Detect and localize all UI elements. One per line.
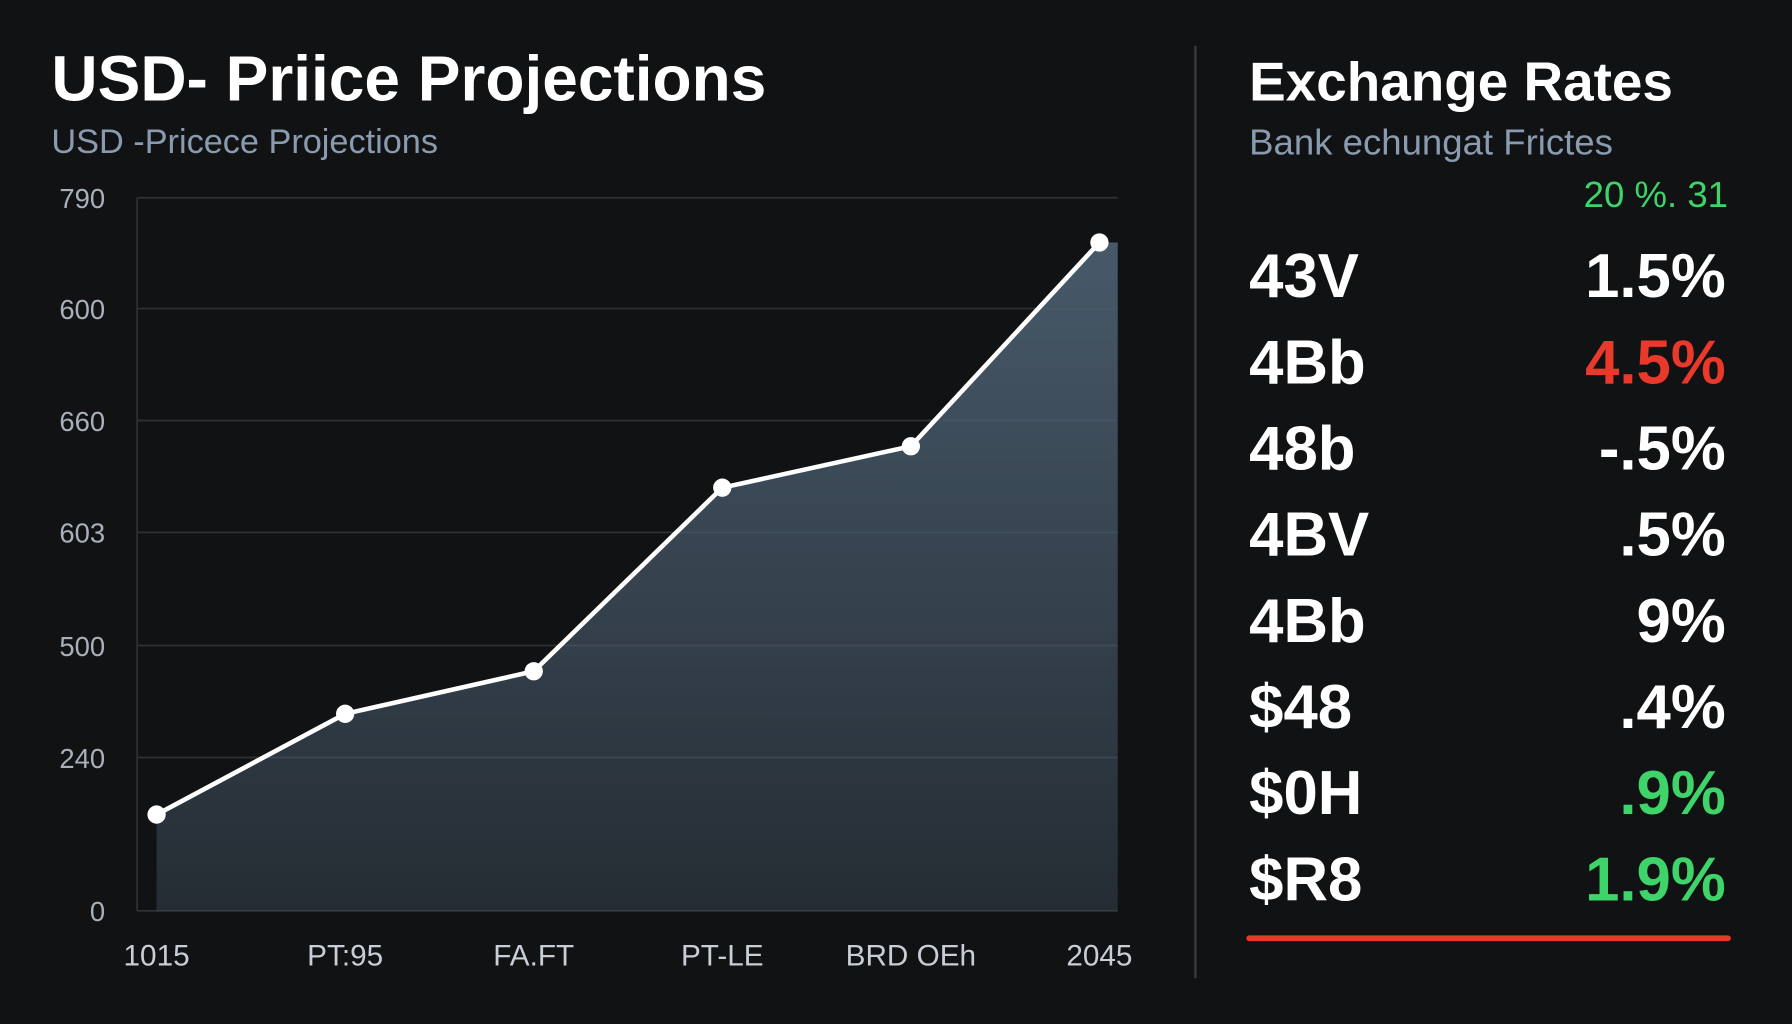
- y-tick-label: 603: [59, 518, 105, 549]
- y-tick-label: 240: [59, 743, 105, 774]
- point: [901, 437, 920, 456]
- x-tick-label: BRD OEh: [846, 940, 976, 973]
- rate-label: 4BV: [1249, 501, 1369, 570]
- point: [336, 704, 355, 723]
- chart-subtitle: USD -Pricece Projections: [51, 123, 438, 161]
- line: [155, 240, 1102, 817]
- x-tick-label: PT:95: [307, 940, 383, 973]
- rate-label: 48b: [1249, 414, 1355, 483]
- rate-value: -.5%: [1599, 414, 1726, 483]
- y-tick-label: 0: [90, 896, 105, 927]
- rate-value: 4.5%: [1585, 328, 1726, 397]
- x-tick-label: PT-LE: [681, 940, 764, 973]
- rate-label: 4Bb: [1249, 587, 1366, 656]
- y-tick-label: 790: [59, 183, 105, 214]
- x-tick-label: 2045: [1066, 940, 1132, 973]
- rate-value: .4%: [1619, 673, 1725, 742]
- y-tick-label: 660: [59, 406, 105, 437]
- rate-label: $R8: [1249, 845, 1362, 914]
- point: [713, 478, 732, 497]
- x-tick-label: FA.FT: [493, 940, 574, 973]
- rate-label: $48: [1249, 673, 1352, 742]
- panel-subtitle: Bank echungat Frictes: [1249, 121, 1613, 162]
- rate-value: 9%: [1637, 587, 1726, 656]
- point: [1090, 233, 1109, 252]
- rate-value: .5%: [1619, 501, 1725, 570]
- rate-label: 43V: [1249, 242, 1359, 311]
- x-tick-label: 1015: [124, 940, 190, 973]
- y-tick-label: 500: [59, 631, 105, 662]
- rate-value: 1.5%: [1585, 242, 1726, 311]
- rate-label: $0H: [1249, 759, 1362, 828]
- chart-title: USD- Priice Projections: [51, 43, 766, 115]
- point: [147, 805, 166, 824]
- area-fill: [156, 242, 1118, 911]
- rate-value: 1.9%: [1585, 845, 1726, 914]
- panel-title: Exchange Rates: [1249, 51, 1673, 113]
- rate-label: 4Bb: [1249, 328, 1366, 397]
- rate-value: .9%: [1619, 759, 1725, 828]
- panel-highlight: 20 %. 31: [1584, 174, 1728, 215]
- y-tick-label: 600: [59, 294, 105, 325]
- point: [524, 662, 543, 681]
